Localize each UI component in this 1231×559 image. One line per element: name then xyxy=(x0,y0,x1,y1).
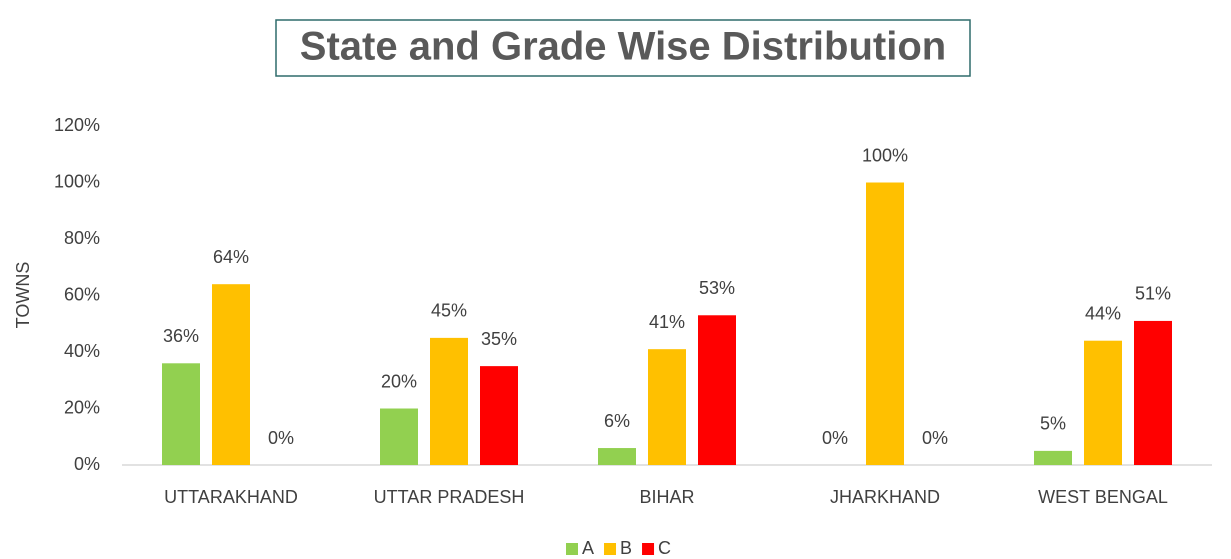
value-label: 20% xyxy=(381,371,417,391)
legend-label: C xyxy=(658,538,671,558)
bar xyxy=(380,408,418,465)
bar xyxy=(598,448,636,465)
value-label: 5% xyxy=(1040,414,1066,434)
value-label: 45% xyxy=(431,301,467,321)
legend-swatch xyxy=(566,543,578,555)
value-label: 53% xyxy=(699,278,735,298)
bar xyxy=(162,363,200,465)
y-tick-label: 80% xyxy=(64,228,100,248)
value-label: 64% xyxy=(213,247,249,267)
y-tick-label: 40% xyxy=(64,341,100,361)
y-tick-label: 0% xyxy=(74,454,100,474)
value-label: 41% xyxy=(649,312,685,332)
value-label: 36% xyxy=(163,326,199,346)
value-label: 0% xyxy=(922,428,948,448)
value-label: 0% xyxy=(268,428,294,448)
bar xyxy=(212,284,250,465)
y-tick-label: 20% xyxy=(64,397,100,417)
bar xyxy=(1134,320,1172,465)
y-axis-label: TOWNS xyxy=(13,262,33,329)
legend-label: B xyxy=(620,538,632,558)
x-tick-label: UTTARAKHAND xyxy=(164,487,298,507)
x-tick-label: JHARKHAND xyxy=(830,487,940,507)
legend-swatch xyxy=(604,543,617,555)
bar xyxy=(866,182,904,465)
y-tick-label: 60% xyxy=(64,284,100,304)
chart-title: State and Grade Wise Distribution xyxy=(300,25,946,69)
legend-swatch xyxy=(642,543,655,555)
x-tick-label: WEST BENGAL xyxy=(1038,487,1168,507)
y-tick-label: 100% xyxy=(54,171,100,191)
value-label: 0% xyxy=(822,428,848,448)
x-tick-label: BIHAR xyxy=(639,487,694,507)
bar xyxy=(480,366,518,465)
x-tick-label: UTTAR PRADESH xyxy=(374,487,525,507)
y-tick-label: 120% xyxy=(54,115,100,135)
value-label: 44% xyxy=(1085,303,1121,323)
bar xyxy=(430,337,468,465)
value-label: 100% xyxy=(862,145,908,165)
bar xyxy=(648,349,686,465)
bar xyxy=(1084,340,1122,465)
legend-label: A xyxy=(582,538,594,558)
value-label: 51% xyxy=(1135,284,1171,304)
value-label: 6% xyxy=(604,411,630,431)
value-label: 35% xyxy=(481,329,517,349)
bar xyxy=(698,315,736,465)
bar xyxy=(1034,450,1072,465)
title-box xyxy=(275,19,971,77)
